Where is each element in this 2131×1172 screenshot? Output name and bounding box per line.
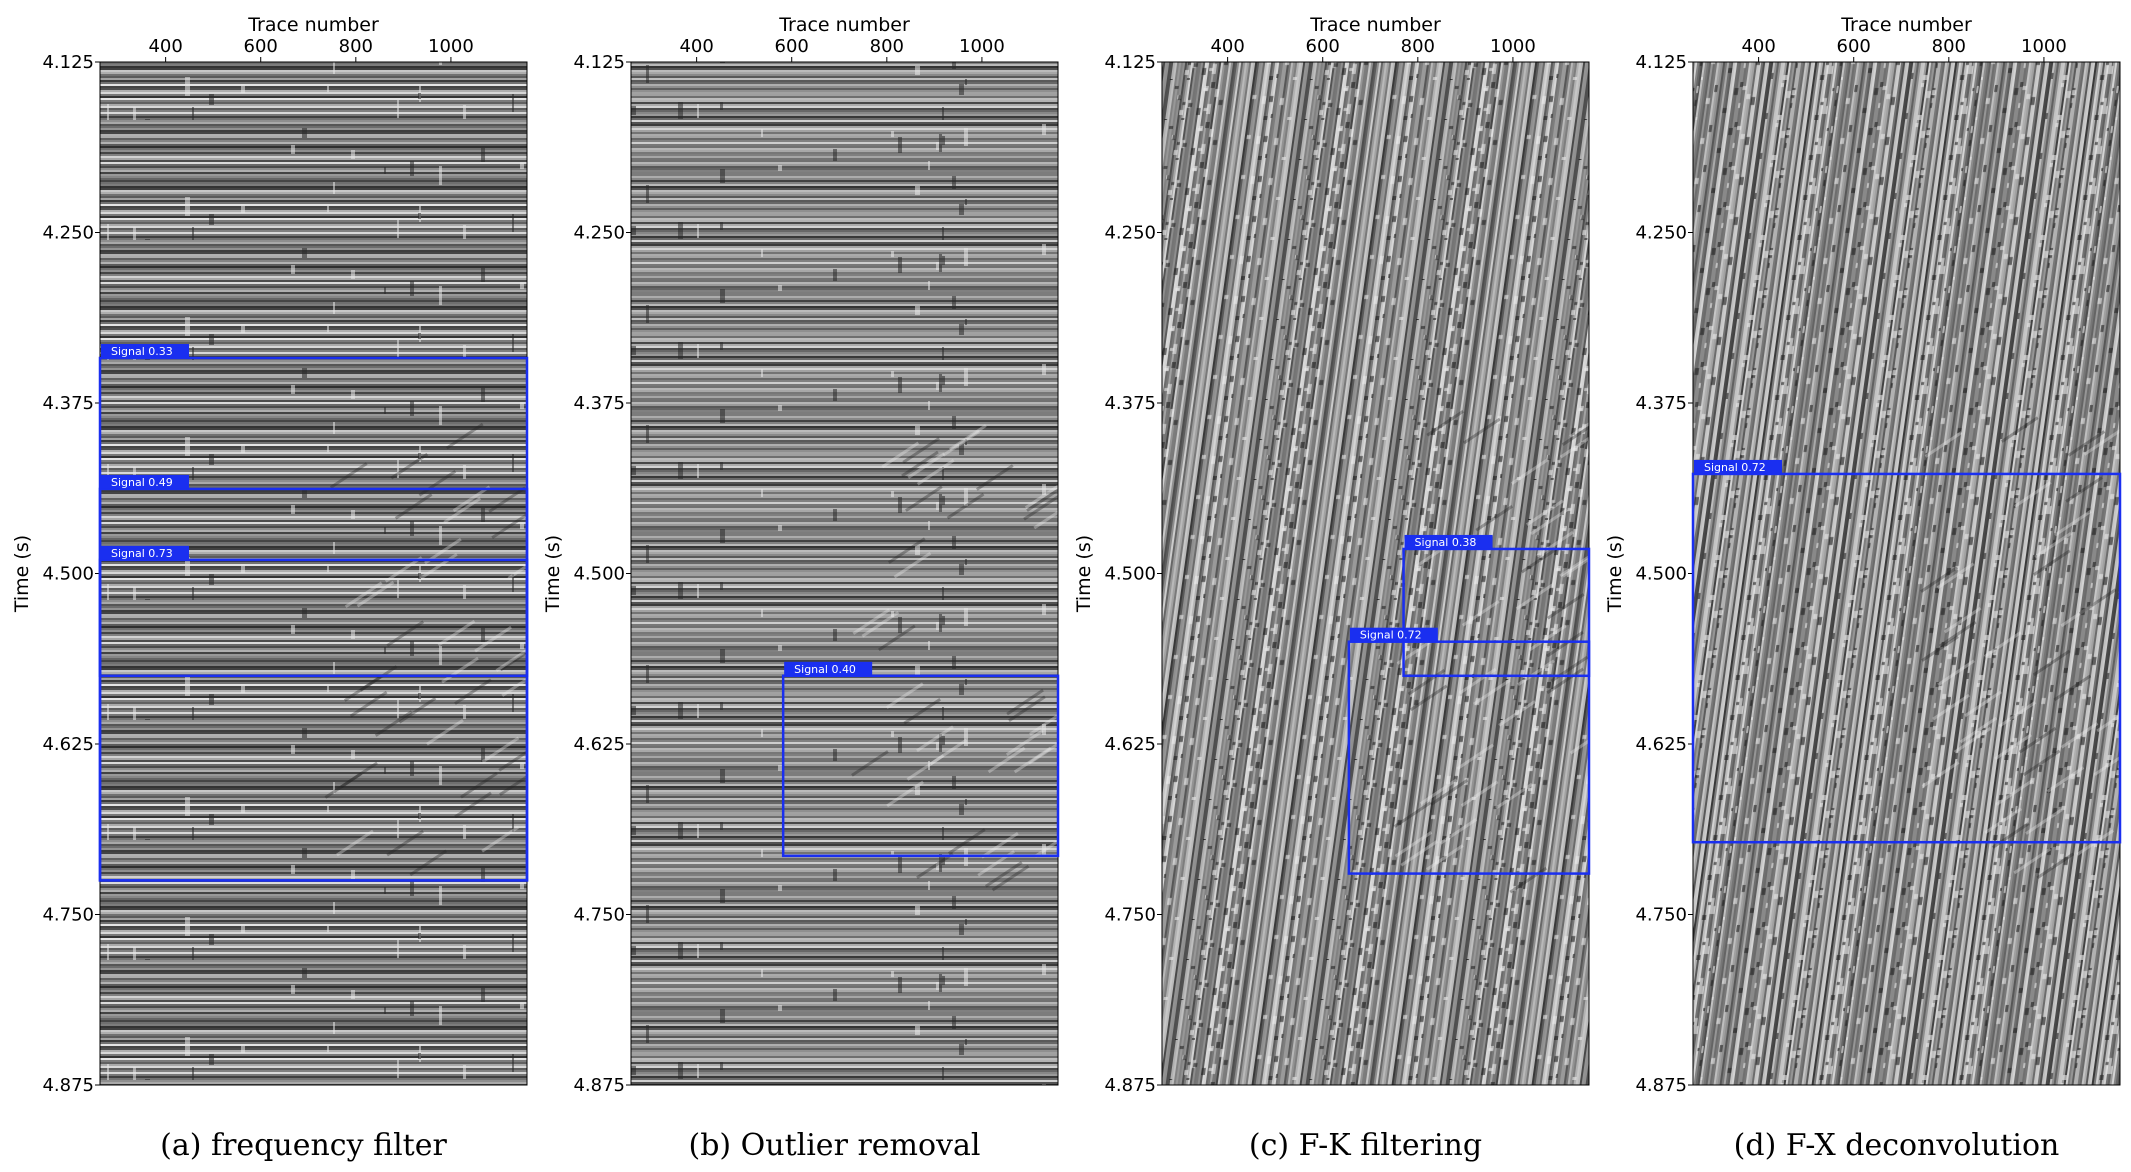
y-tick-label: 4.750 <box>42 905 94 926</box>
y-tick-label: 4.375 <box>573 393 625 414</box>
y-tick-label: 4.125 <box>573 52 625 73</box>
x-tick-label: 400 <box>1210 36 1244 57</box>
x-tick-label: 800 <box>1401 36 1435 57</box>
panel-caption: (d) F-X deconvolution <box>1734 1128 2060 1163</box>
detection-label-bg <box>784 661 873 676</box>
panel-caption: (b) Outlier removal <box>689 1128 981 1163</box>
seismic-image <box>1693 62 2120 1085</box>
y-tick-label: 4.125 <box>1635 52 1687 73</box>
y-axis-label: Time (s) <box>1073 535 1095 613</box>
detection-box <box>781 674 1060 858</box>
x-tick-label: 600 <box>1306 36 1340 57</box>
x-tick-label: 800 <box>870 36 904 57</box>
y-tick-label: 4.250 <box>1635 223 1687 244</box>
y-tick-label: 4.375 <box>42 393 94 414</box>
panel-caption: (a) frequency filter <box>160 1128 447 1163</box>
detection-label-bg <box>101 545 189 560</box>
y-tick-label: 4.750 <box>1104 905 1156 926</box>
y-axis-label: Time (s) <box>11 535 33 613</box>
seismic-image <box>100 62 527 1085</box>
detection-box <box>1402 547 1591 678</box>
panel-caption: (c) F-K filtering <box>1249 1128 1482 1163</box>
y-tick-label: 4.125 <box>42 52 94 73</box>
x-tick-label: 400 <box>148 36 182 57</box>
detection-label: Signal 0.72 <box>1360 629 1422 642</box>
x-axis-label: Trace number <box>247 14 379 36</box>
y-axis-label: Time (s) <box>1604 535 1626 613</box>
y-tick-label: 4.375 <box>1635 393 1687 414</box>
y-tick-label: 4.500 <box>42 564 94 585</box>
x-tick-label: 400 <box>679 36 713 57</box>
x-tick-label: 1000 <box>2021 36 2067 57</box>
y-tick-label: 4.875 <box>42 1075 94 1096</box>
x-axis-label: Trace number <box>778 14 910 36</box>
x-tick-label: 1000 <box>959 36 1005 57</box>
panel-4: Trace number 400 600 800 1000 4.125 4.250 4.375… <box>1604 14 2122 1163</box>
y-tick-label: 4.250 <box>573 223 625 244</box>
detection-box <box>1347 640 1591 875</box>
detection-label: Signal 0.38 <box>1415 536 1477 549</box>
panel-1: Trace number 400 600 800 1000 4.125 4.250 4.375… <box>11 14 529 1163</box>
y-axis-label: Time (s) <box>542 535 564 613</box>
y-tick-label: 4.750 <box>1635 905 1687 926</box>
dipping-events <box>1393 409 1589 894</box>
y-tick-label: 4.125 <box>1104 52 1156 73</box>
x-tick-label: 600 <box>775 36 809 57</box>
x-tick-label: 600 <box>1837 36 1871 57</box>
seismic-image <box>631 62 1058 1085</box>
detection-label: Signal 0.49 <box>111 476 173 489</box>
y-tick-label: 4.625 <box>1104 734 1156 755</box>
y-tick-label: 4.875 <box>573 1075 625 1096</box>
x-tick-label: 800 <box>1932 36 1966 57</box>
y-tick-label: 4.250 <box>42 223 94 244</box>
y-tick-label: 4.500 <box>573 564 625 585</box>
dipping-events <box>1920 416 2120 880</box>
seismic-image <box>1162 62 1589 1085</box>
y-tick-label: 4.875 <box>1635 1075 1687 1096</box>
x-tick-label: 800 <box>339 36 373 57</box>
x-axis-label: Trace number <box>1309 14 1441 36</box>
y-tick-label: 4.500 <box>1104 564 1156 585</box>
detection-label: Signal 0.72 <box>1704 461 1766 474</box>
panel-2: Trace number 400 600 800 1000 4.125 4.250 4.375… <box>542 14 1060 1163</box>
y-tick-label: 4.625 <box>42 734 94 755</box>
detection-label: Signal 0.73 <box>111 547 173 560</box>
y-tick-label: 4.875 <box>1104 1075 1156 1096</box>
x-tick-label: 1000 <box>1490 36 1536 57</box>
y-tick-label: 4.750 <box>573 905 625 926</box>
detection-box <box>1691 472 2122 844</box>
x-tick-label: 400 <box>1741 36 1775 57</box>
x-tick-label: 600 <box>244 36 278 57</box>
detection-box <box>98 558 529 882</box>
y-tick-label: 4.500 <box>1635 564 1687 585</box>
y-tick-label: 4.375 <box>1104 393 1156 414</box>
detection-label-bg <box>1694 459 1782 474</box>
panel-3: Trace number 400 600 800 1000 4.125 4.250 4.375… <box>1073 14 1591 1163</box>
detection-label: Signal 0.40 <box>794 663 856 676</box>
detection-label-bg <box>101 343 189 358</box>
x-tick-label: 1000 <box>428 36 474 57</box>
detection-label-bg <box>101 474 189 489</box>
x-axis-label: Trace number <box>1840 14 1972 36</box>
detection-label-bg <box>1404 534 1493 549</box>
y-tick-label: 4.250 <box>1104 223 1156 244</box>
detection-label: Signal 0.33 <box>111 345 173 358</box>
detection-label-bg <box>1349 627 1438 642</box>
y-tick-label: 4.625 <box>573 734 625 755</box>
dipping-events <box>851 424 1058 892</box>
y-tick-label: 4.625 <box>1635 734 1687 755</box>
